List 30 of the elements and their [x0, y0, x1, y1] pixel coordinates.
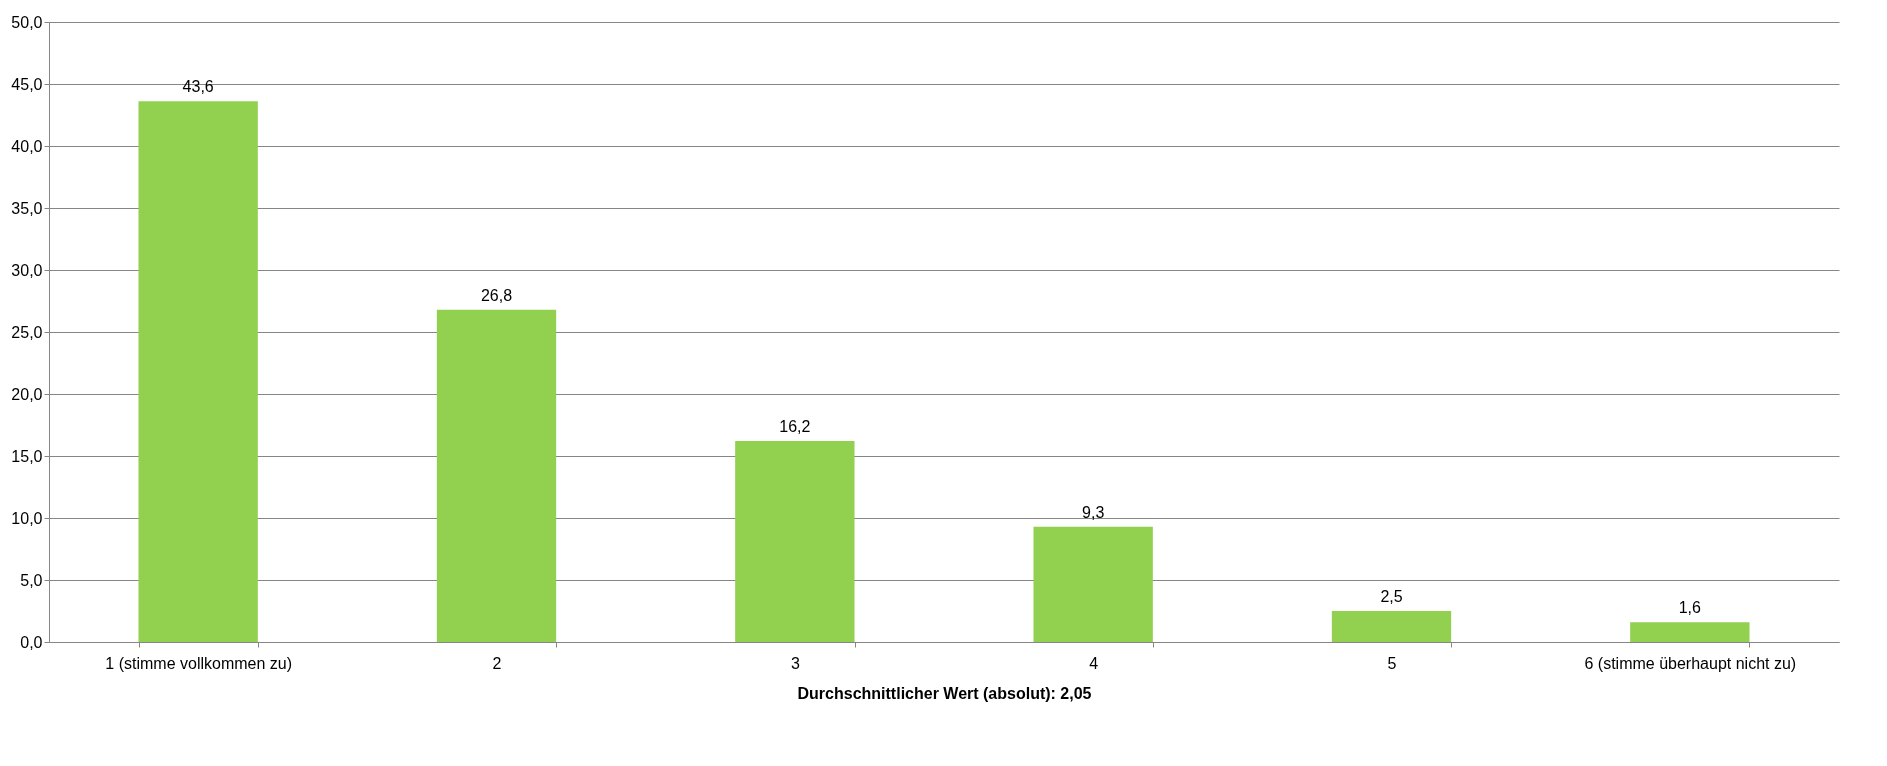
data-label: 2,5 [1380, 588, 1403, 605]
data-label: 43,6 [182, 78, 214, 96]
y-tick-label: 0,0 [20, 633, 43, 651]
bar [1033, 526, 1153, 642]
y-tick-label: 15,0 [11, 447, 43, 465]
y-tick-label: 10,0 [11, 509, 43, 527]
x-tick-label: 3 [790, 654, 800, 672]
y-tick-label: 40,0 [11, 137, 43, 155]
bar [1630, 622, 1750, 642]
data-label: 26,8 [480, 286, 513, 304]
x-tick-label: 2 [492, 654, 502, 672]
data-label: 1,6 [1678, 599, 1702, 617]
y-tick-label: 5,0 [20, 571, 43, 589]
y-tick-label: 35,0 [11, 199, 43, 217]
y-tick-label: 30,0 [11, 261, 43, 279]
y-tick-label: 20,0 [11, 385, 43, 403]
data-label: 9,3 [1082, 503, 1105, 521]
x-axis-title: Durchschnittlicher Wert (absolut): 2,05 [797, 684, 1092, 702]
x-tick-label: 1 (stimme vollkommen zu) [105, 654, 293, 672]
bar [1331, 611, 1452, 642]
y-tick-label: 25,0 [11, 323, 43, 341]
x-tick-label: 6 (stimme überhaupt nicht zu) [1584, 654, 1797, 672]
x-tick-label: 4 [1089, 654, 1099, 672]
y-tick-label: 45,0 [11, 75, 43, 93]
bar [735, 441, 855, 642]
y-tick-label: 50,0 [11, 13, 43, 31]
x-tick-label: 5 [1387, 654, 1397, 672]
bar [138, 101, 258, 642]
bar [436, 309, 557, 642]
data-label: 16,2 [779, 418, 811, 436]
